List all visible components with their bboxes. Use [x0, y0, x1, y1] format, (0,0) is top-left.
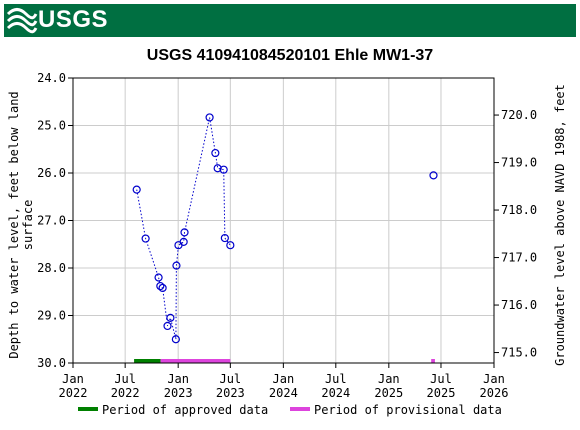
- data-point: [132, 185, 141, 194]
- data-point: [211, 148, 220, 158]
- x-tick-label-year: 2022: [111, 386, 140, 400]
- period-bar-approved: [134, 359, 161, 363]
- legend-provisional-label: Period of provisional data: [314, 403, 502, 417]
- data-point: [219, 165, 228, 174]
- y-left-tick-label: 24.0: [37, 71, 66, 85]
- data-point: [158, 283, 167, 293]
- data-point: [154, 273, 163, 282]
- data-point: [205, 113, 214, 122]
- y-right-tick-label: 719.0: [501, 156, 537, 170]
- x-tick-label-year: 2024: [321, 386, 350, 400]
- y-left-tick-label: 27.0: [37, 214, 66, 228]
- x-tick-label-month: Jul: [325, 372, 347, 386]
- period-bar-provisional: [431, 359, 435, 363]
- y-left-tick-label: 30.0: [37, 356, 66, 370]
- y-right-tick-label: 716.0: [501, 298, 537, 312]
- x-tick-label-year: 2026: [480, 386, 509, 400]
- x-tick-label-month: Jul: [219, 372, 241, 386]
- y-left-tick-label: 29.0: [37, 309, 66, 323]
- x-tick-label-month: Jan: [378, 372, 400, 386]
- data-point: [141, 234, 150, 243]
- x-tick-label-month: Jan: [273, 372, 295, 386]
- data-period-bars: [134, 359, 435, 363]
- x-tick-label-year: 2022: [59, 386, 88, 400]
- y-left-tick-label: 28.0: [37, 261, 66, 275]
- data-point: [226, 241, 235, 250]
- data-point: [180, 228, 189, 237]
- x-tick-label-year: 2023: [164, 386, 193, 400]
- period-bar-provisional: [160, 359, 231, 363]
- chart-title: USGS 410941084520101 Ehle MW1-37: [147, 47, 434, 64]
- x-tick-label-year: 2025: [427, 386, 456, 400]
- x-tick-label-month: Jan: [62, 372, 84, 386]
- data-point: [172, 261, 181, 270]
- y-axis-right-label: Groundwater level above NAVD 1988, feet: [553, 84, 567, 366]
- x-tick-label-month: Jul: [114, 372, 136, 386]
- x-tick-label-month: Jul: [430, 372, 452, 386]
- usgs-logo-text: USGS: [38, 6, 109, 33]
- data-point: [220, 233, 229, 243]
- y-axis-left-label-line2: surface: [21, 200, 35, 251]
- usgs-header-banner: USGS: [4, 4, 576, 37]
- data-point: [429, 171, 438, 180]
- y-right-tick-label: 715.0: [501, 346, 537, 360]
- x-tick-label-year: 2025: [374, 386, 403, 400]
- series-line: [136, 117, 231, 340]
- y-right-tick-label: 718.0: [501, 203, 537, 217]
- x-tick-label-year: 2023: [216, 386, 245, 400]
- data-point: [156, 281, 165, 291]
- data-point: [179, 237, 188, 246]
- legend: Period of approved data Period of provis…: [78, 403, 502, 417]
- x-tick-label-month: Jan: [483, 372, 505, 386]
- x-tick-label-month: Jan: [167, 372, 189, 386]
- axis-ticks: 24.0 25.0 26.0 27.0 28.0 29.0 30.0 715.0 716.0 71…: [37, 71, 537, 400]
- data-point: [166, 313, 175, 322]
- y-right-tick-label: 720.0: [501, 108, 537, 122]
- data-series: [132, 113, 438, 344]
- legend-provisional-swatch: [290, 407, 310, 411]
- data-point: [213, 164, 222, 173]
- y-left-tick-label: 26.0: [37, 166, 66, 180]
- legend-approved-swatch: [78, 407, 98, 411]
- data-point: [163, 321, 172, 331]
- x-tick-label-year: 2024: [269, 386, 298, 400]
- legend-approved-label: Period of approved data: [102, 403, 268, 417]
- y-right-tick-label: 717.0: [501, 251, 537, 265]
- data-point: [171, 335, 180, 344]
- usgs-logo-icon: [6, 8, 38, 34]
- chart-grid: [72, 77, 495, 364]
- y-left-tick-label: 25.0: [37, 119, 66, 133]
- y-axis-left-label-line1: Depth to water level, feet below land: [7, 91, 21, 358]
